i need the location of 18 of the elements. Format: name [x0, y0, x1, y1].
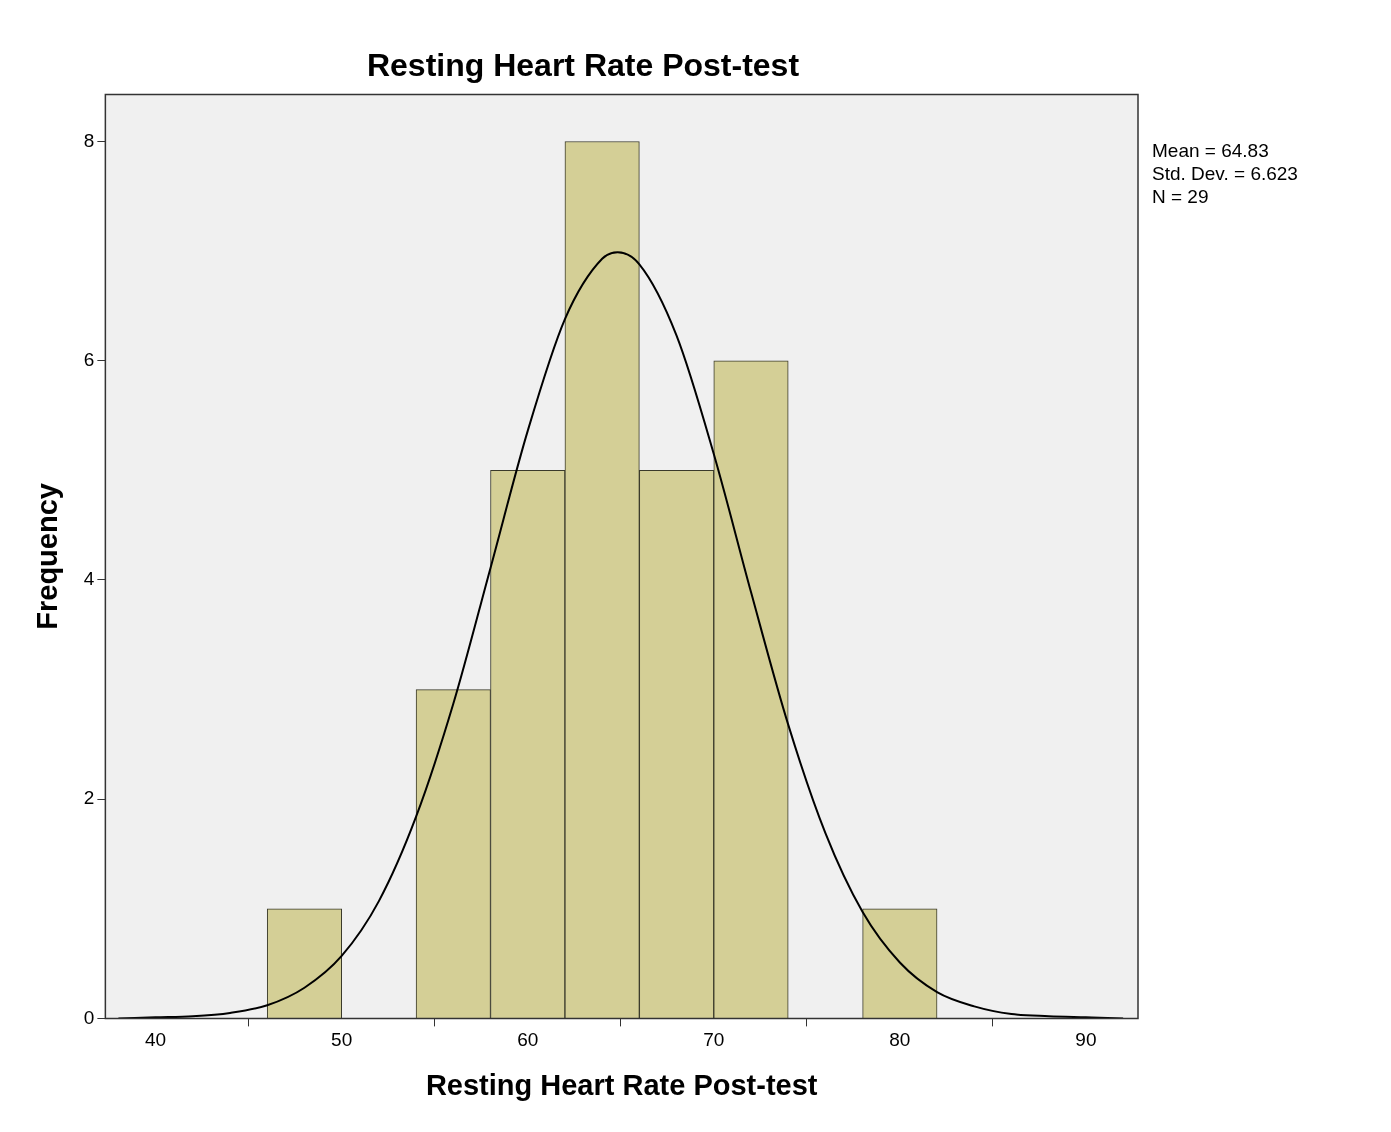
y-axis-title: Frequency — [31, 483, 64, 630]
x-tick-label: 60 — [517, 1029, 539, 1051]
text: Std. Dev. = 6.623 — [1152, 163, 1298, 185]
x-tick-label: 50 — [331, 1029, 353, 1051]
y-tick-label: 2 — [83, 787, 95, 809]
line-series — [117, 251, 1125, 1019]
y-tick-label: 8 — [83, 129, 95, 151]
text: Mean = 64.83 — [1152, 140, 1269, 162]
x-tick-label: 90 — [1075, 1029, 1097, 1051]
y-tick-label: 6 — [83, 348, 95, 370]
y-tick-label: 4 — [83, 568, 95, 590]
x-tick-label: 40 — [145, 1029, 167, 1051]
y-tick-label: 0 — [83, 1006, 95, 1028]
text: N = 29 — [1152, 186, 1209, 208]
x-tick-label: 80 — [889, 1029, 911, 1051]
x-tick-label: 70 — [703, 1029, 725, 1051]
chart-title: Resting Heart Rate Post-test — [366, 47, 800, 84]
x-axis-title: Resting Heart Rate Post-test — [425, 1068, 818, 1101]
